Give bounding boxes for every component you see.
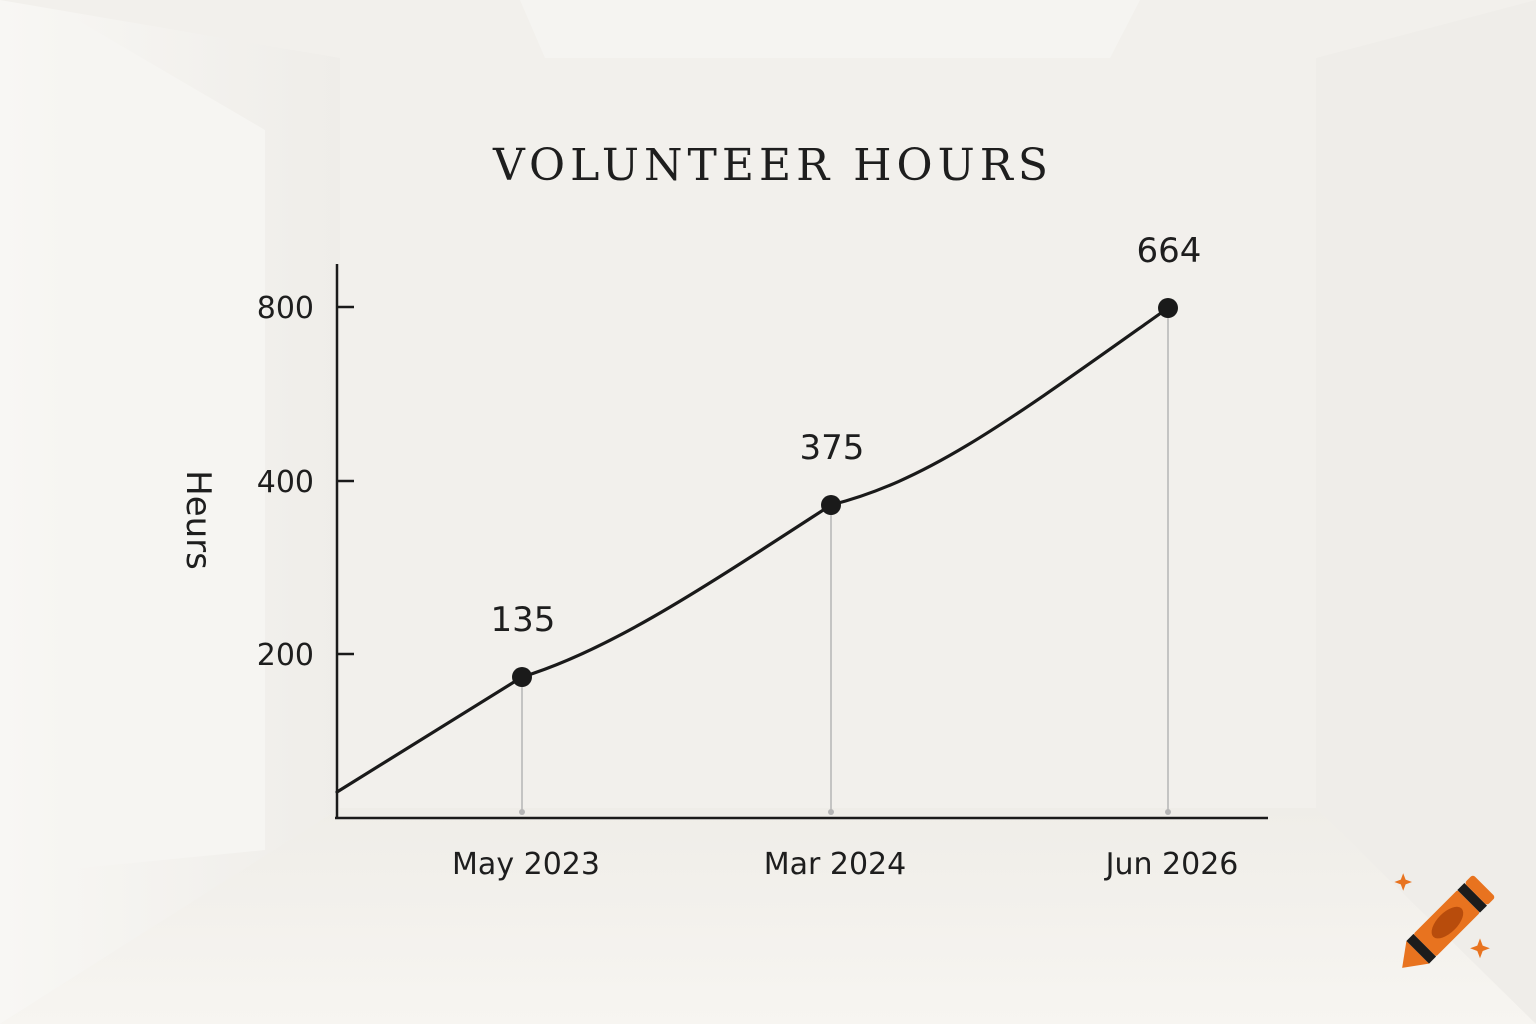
data-labels: 135 375 664 xyxy=(491,231,1202,640)
drop-line-foot xyxy=(519,809,525,815)
drop-lines xyxy=(519,308,1171,815)
x-tick-label: May 2023 xyxy=(452,847,600,882)
data-label: 375 xyxy=(800,428,865,468)
data-points xyxy=(512,298,1178,687)
x-tick-label: Mar 2024 xyxy=(764,847,907,882)
y-ticks: 200 400 800 xyxy=(257,291,354,673)
data-label: 135 xyxy=(491,600,556,640)
data-label: 664 xyxy=(1137,231,1202,271)
y-tick-label: 200 xyxy=(257,638,314,673)
series-line xyxy=(335,306,1170,794)
y-tick-label: 800 xyxy=(257,291,314,326)
y-tick-label: 400 xyxy=(257,465,314,500)
data-point xyxy=(512,667,532,687)
x-tick-label: Jun 2026 xyxy=(1104,847,1239,882)
drop-line-foot xyxy=(828,809,834,815)
crayon-icon xyxy=(1394,873,1495,968)
data-point xyxy=(821,495,841,515)
chart-title: VOLUNTEER HOURS xyxy=(493,140,1053,191)
x-ticks: May 2023 Mar 2024 Jun 2026 xyxy=(452,847,1238,882)
data-point xyxy=(1158,298,1178,318)
drop-line-foot xyxy=(1165,809,1171,815)
